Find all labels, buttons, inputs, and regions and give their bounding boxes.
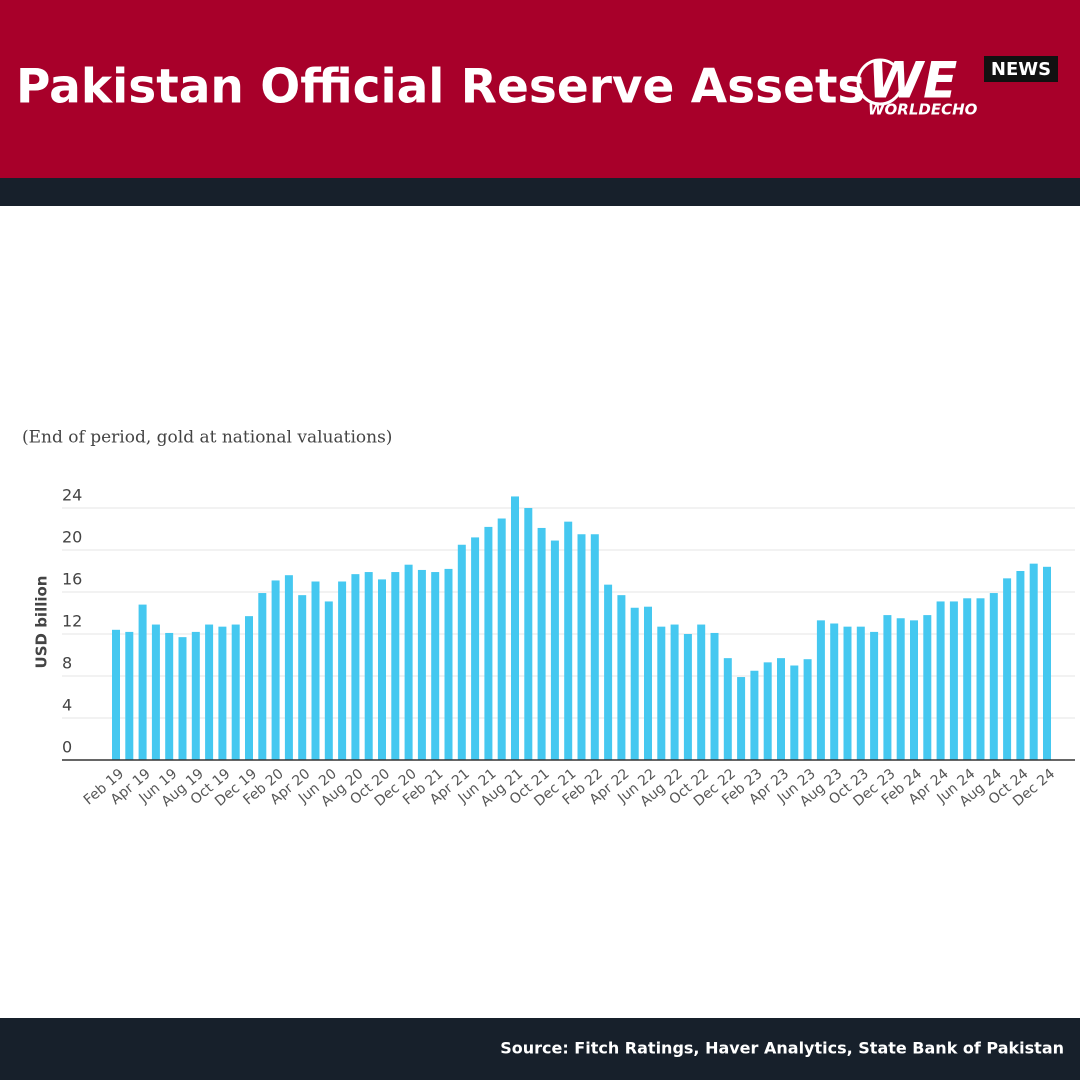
bar <box>1003 578 1012 760</box>
bar <box>816 620 825 760</box>
bar <box>777 658 785 760</box>
y-tick-label: 8 <box>62 654 72 673</box>
bar <box>497 518 506 760</box>
bar <box>856 626 865 760</box>
bar <box>989 593 998 760</box>
bar <box>338 581 347 760</box>
bar <box>511 496 519 760</box>
bar <box>550 540 559 760</box>
bar <box>617 595 626 760</box>
bar <box>577 534 586 760</box>
footer-band <box>0 1018 1080 1080</box>
bar <box>417 569 426 760</box>
bar <box>590 534 599 760</box>
bar <box>830 623 839 760</box>
bar <box>923 615 932 760</box>
chart-subtitle: (End of period, gold at national valuati… <box>22 428 392 448</box>
footer-source: Source: Fitch Ratings, Haver Analytics, … <box>500 1039 1064 1058</box>
bar <box>271 580 280 760</box>
bar <box>737 677 746 760</box>
bar <box>378 579 386 760</box>
bar <box>165 632 174 760</box>
bar <box>484 526 493 760</box>
bar <box>1016 571 1025 760</box>
bar <box>364 572 373 760</box>
bar <box>391 572 400 760</box>
bar <box>112 629 120 760</box>
bar <box>178 637 187 760</box>
logo-badge-bg <box>984 56 1058 82</box>
y-tick-label: 4 <box>62 696 72 715</box>
bar <box>457 544 466 760</box>
bar <box>843 626 852 760</box>
bar <box>657 626 666 760</box>
bar <box>896 618 905 760</box>
bar <box>963 598 972 760</box>
y-axis-label: USD billion <box>33 576 51 669</box>
bar <box>151 624 160 760</box>
page-title: Pakistan Official Reserve Assets <box>16 60 865 115</box>
bar <box>258 593 267 760</box>
bar <box>644 606 652 760</box>
bar <box>191 631 200 760</box>
bar <box>471 537 480 760</box>
bar <box>630 607 639 760</box>
bar <box>311 581 320 760</box>
bar <box>138 604 147 760</box>
y-tick-label: 0 <box>62 738 72 757</box>
bar <box>936 601 945 760</box>
header-strip <box>0 178 1080 206</box>
bar <box>723 658 732 760</box>
bar <box>205 624 214 760</box>
logo-mark: WE <box>868 52 957 110</box>
bar <box>604 584 613 760</box>
bar <box>524 508 533 760</box>
y-tick-label: 16 <box>62 570 82 589</box>
bar <box>404 564 413 760</box>
y-tick-label: 12 <box>62 612 82 631</box>
bar <box>431 572 440 760</box>
logo-name: WORLDECHO <box>868 101 978 119</box>
bar <box>245 616 253 760</box>
bar <box>1029 563 1038 760</box>
bar <box>763 662 772 760</box>
bar <box>324 601 333 760</box>
bar <box>670 624 679 760</box>
bar <box>697 624 706 760</box>
bar <box>218 626 227 760</box>
bar <box>683 634 692 760</box>
bar <box>298 595 307 760</box>
bar <box>803 659 812 760</box>
bar <box>231 624 240 760</box>
bar <box>284 575 293 760</box>
logo-badge: NEWS <box>991 59 1051 80</box>
bar <box>976 598 985 760</box>
bar <box>710 632 719 760</box>
bar <box>444 568 453 760</box>
bar <box>351 574 360 760</box>
bar <box>790 665 799 760</box>
y-tick-label: 24 <box>62 486 82 505</box>
bar <box>949 601 958 760</box>
bar <box>910 620 918 760</box>
bar <box>564 521 573 760</box>
logo-globe <box>856 58 904 106</box>
bar <box>1043 566 1051 760</box>
bar <box>870 631 879 760</box>
bar <box>883 615 892 760</box>
bar <box>125 631 134 760</box>
bar <box>537 527 546 760</box>
bar <box>750 670 759 760</box>
y-tick-label: 20 <box>62 528 82 547</box>
